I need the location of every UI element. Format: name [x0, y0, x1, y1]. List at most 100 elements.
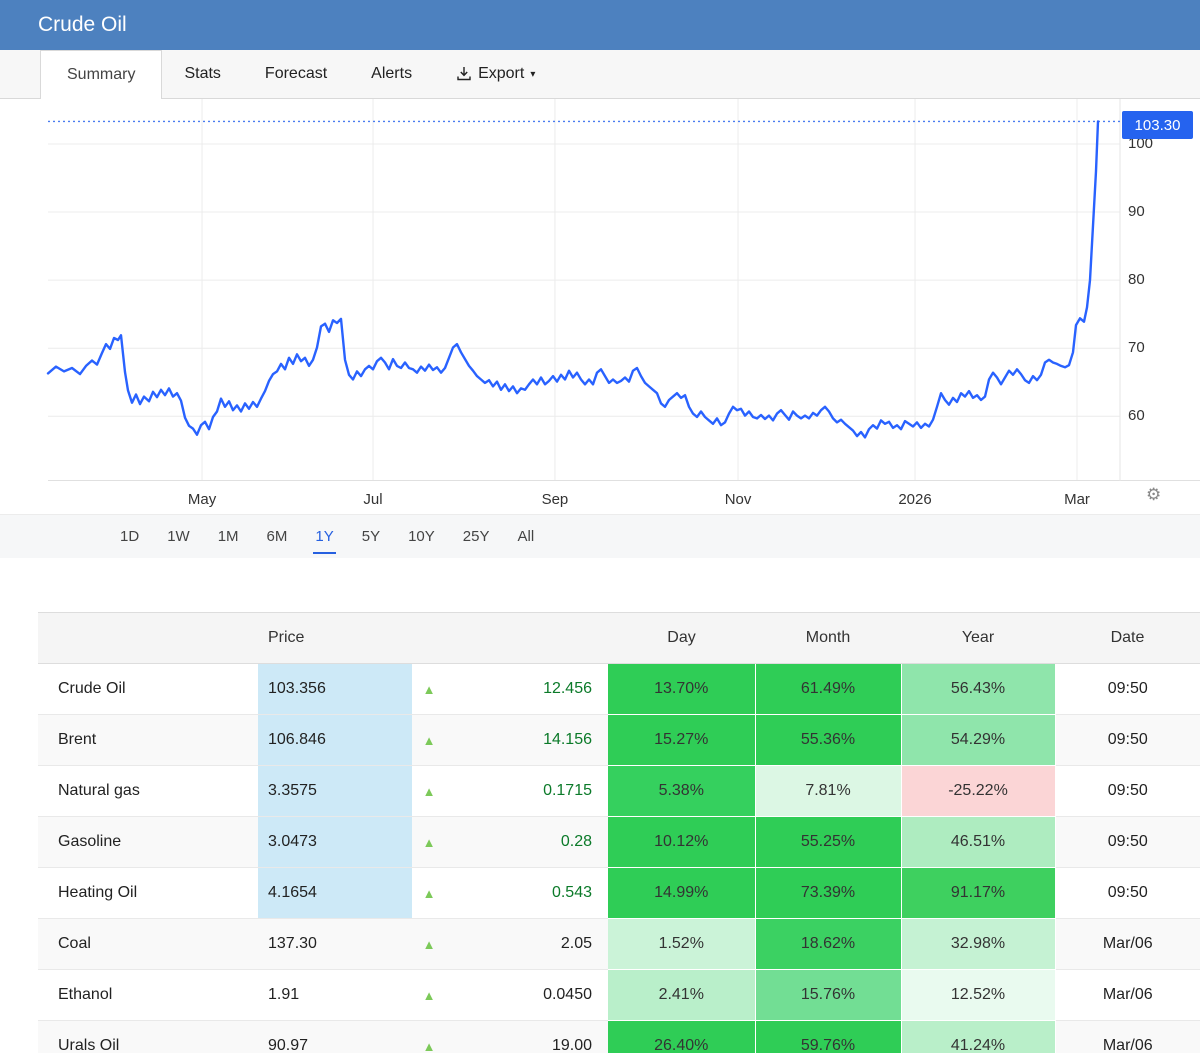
day-percent: 14.99%: [608, 868, 755, 919]
table-row[interactable]: Crude Oil103.356▲12.45613.70%61.49%56.43…: [38, 664, 1200, 715]
range-option-1m[interactable]: 1M: [216, 519, 241, 554]
header-name: [38, 613, 258, 664]
month-percent: 59.76%: [755, 1021, 901, 1053]
year-percent: 54.29%: [901, 715, 1055, 766]
download-icon: [456, 66, 472, 82]
x-tick-label: Jul: [363, 491, 382, 508]
range-option-25y[interactable]: 25Y: [461, 519, 492, 554]
commodity-name: Gasoline: [38, 817, 258, 868]
change-value: 0.28: [446, 817, 608, 868]
change-value: 19.00: [446, 1021, 608, 1053]
page-title: Crude Oil: [38, 13, 127, 37]
header-date: Date: [1055, 613, 1200, 664]
commodity-name: Coal: [38, 919, 258, 970]
range-option-all[interactable]: All: [516, 519, 537, 554]
range-option-6m[interactable]: 6M: [265, 519, 290, 554]
tab-alerts[interactable]: Alerts: [349, 50, 434, 98]
month-percent: 73.39%: [755, 868, 901, 919]
range-option-5y[interactable]: 5Y: [360, 519, 382, 554]
y-tick-label: 80: [1128, 271, 1145, 288]
tab-stats[interactable]: Stats: [162, 50, 242, 98]
up-arrow-icon: ▲: [412, 970, 446, 1021]
year-percent: 32.98%: [901, 919, 1055, 970]
date-value: 09:50: [1055, 664, 1200, 715]
date-value: 09:50: [1055, 817, 1200, 868]
price-value: 106.846: [258, 715, 412, 766]
month-percent: 61.49%: [755, 664, 901, 715]
table-header-row: Price Day Month Year Date: [38, 613, 1200, 664]
x-tick-label: Nov: [725, 491, 752, 508]
date-value: Mar/06: [1055, 919, 1200, 970]
commodity-name: Crude Oil: [38, 664, 258, 715]
month-percent: 15.76%: [755, 970, 901, 1021]
year-percent: -25.22%: [901, 766, 1055, 817]
table-row[interactable]: Coal137.30▲2.051.52%18.62%32.98%Mar/06: [38, 919, 1200, 970]
day-percent: 15.27%: [608, 715, 755, 766]
month-percent: 7.81%: [755, 766, 901, 817]
month-percent: 55.25%: [755, 817, 901, 868]
price-value: 90.97: [258, 1021, 412, 1053]
date-value: Mar/06: [1055, 970, 1200, 1021]
x-tick-label: Mar: [1064, 491, 1090, 508]
table-row[interactable]: Brent106.846▲14.15615.27%55.36%54.29%09:…: [38, 715, 1200, 766]
range-option-10y[interactable]: 10Y: [406, 519, 437, 554]
day-percent: 1.52%: [608, 919, 755, 970]
day-percent: 5.38%: [608, 766, 755, 817]
table-row[interactable]: Natural gas3.3575▲0.17155.38%7.81%-25.22…: [38, 766, 1200, 817]
y-tick-label: 90: [1128, 203, 1145, 220]
day-percent: 2.41%: [608, 970, 755, 1021]
tab-summary[interactable]: Summary: [40, 50, 162, 99]
price-value: 3.0473: [258, 817, 412, 868]
year-percent: 46.51%: [901, 817, 1055, 868]
x-tick-label: Sep: [542, 491, 569, 508]
change-value: 0.0450: [446, 970, 608, 1021]
up-arrow-icon: ▲: [412, 664, 446, 715]
chevron-down-icon: ▾: [530, 69, 535, 80]
range-option-1d[interactable]: 1D: [118, 519, 141, 554]
tab-forecast[interactable]: Forecast: [243, 50, 349, 98]
price-chart: 10090807060 MayJulSepNov2026Mar 103.30 ⚙: [0, 99, 1200, 514]
x-tick-label: 2026: [898, 491, 931, 508]
tab-export[interactable]: Export ▾: [434, 50, 557, 98]
price-value: 3.3575: [258, 766, 412, 817]
table-row[interactable]: Heating Oil4.1654▲0.54314.99%73.39%91.17…: [38, 868, 1200, 919]
commodity-name: Brent: [38, 715, 258, 766]
y-tick-label: 60: [1128, 407, 1145, 424]
date-value: 09:50: [1055, 715, 1200, 766]
year-percent: 91.17%: [901, 868, 1055, 919]
gear-icon[interactable]: ⚙: [1146, 485, 1161, 505]
up-arrow-icon: ▲: [412, 766, 446, 817]
current-price-tag: 103.30: [1122, 111, 1193, 139]
x-tick-label: May: [188, 491, 216, 508]
commodity-name: Heating Oil: [38, 868, 258, 919]
change-value: 12.456: [446, 664, 608, 715]
header-month: Month: [755, 613, 901, 664]
price-value: 4.1654: [258, 868, 412, 919]
up-arrow-icon: ▲: [412, 868, 446, 919]
month-percent: 18.62%: [755, 919, 901, 970]
y-tick-label: 70: [1128, 339, 1145, 356]
commodity-table-wrap: Price Day Month Year Date Crude Oil103.3…: [38, 612, 1200, 1053]
date-value: 09:50: [1055, 766, 1200, 817]
price-value: 1.91: [258, 970, 412, 1021]
commodity-page: Crude Oil Summary Stats Forecast Alerts …: [0, 0, 1200, 1053]
year-percent: 56.43%: [901, 664, 1055, 715]
chart-canvas[interactable]: [0, 99, 1200, 481]
table-row[interactable]: Ethanol1.91▲0.04502.41%15.76%12.52%Mar/0…: [38, 970, 1200, 1021]
price-value: 103.356: [258, 664, 412, 715]
up-arrow-icon: ▲: [412, 1021, 446, 1053]
title-bar: Crude Oil: [0, 0, 1200, 50]
table-row[interactable]: Gasoline3.0473▲0.2810.12%55.25%46.51%09:…: [38, 817, 1200, 868]
date-value: Mar/06: [1055, 1021, 1200, 1053]
commodity-name: Urals Oil: [38, 1021, 258, 1053]
date-value: 09:50: [1055, 868, 1200, 919]
change-value: 2.05: [446, 919, 608, 970]
year-percent: 41.24%: [901, 1021, 1055, 1053]
change-value: 14.156: [446, 715, 608, 766]
range-option-1y[interactable]: 1Y: [313, 519, 335, 554]
header-arrow: [412, 613, 446, 664]
table-row[interactable]: Urals Oil90.97▲19.0026.40%59.76%41.24%Ma…: [38, 1021, 1200, 1053]
change-value: 0.1715: [446, 766, 608, 817]
range-option-1w[interactable]: 1W: [165, 519, 192, 554]
commodity-table: Price Day Month Year Date Crude Oil103.3…: [38, 612, 1200, 1053]
